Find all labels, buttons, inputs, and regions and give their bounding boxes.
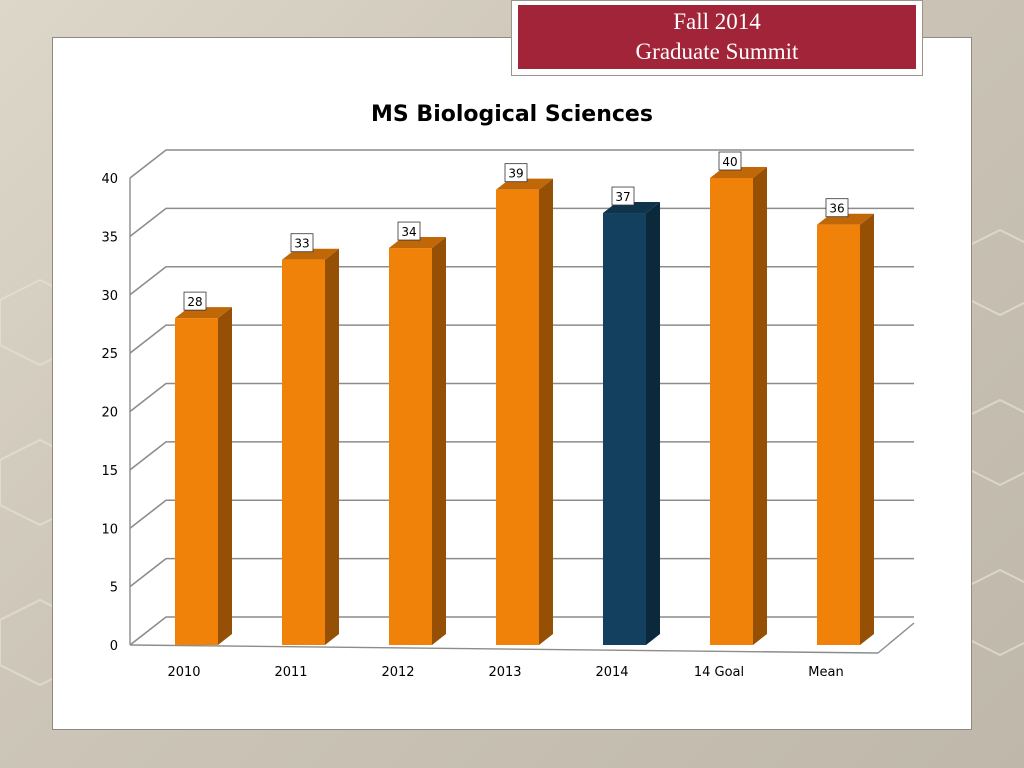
bar-14 Goal: [710, 178, 753, 645]
title-banner: Fall 2014 Graduate Summit: [511, 0, 923, 76]
gridline: [129, 441, 914, 471]
x-tick-label-Mean: Mean: [808, 665, 843, 680]
x-tick-label-14 Goal: 14 Goal: [694, 665, 744, 680]
gridline: [129, 265, 914, 296]
data-label-box: [718, 151, 742, 171]
x-tick-label-2014: 2014: [595, 665, 628, 680]
data-label-2012: 34: [401, 225, 416, 239]
bar-side-2014: [646, 202, 660, 645]
gridline: [129, 499, 914, 529]
bar-side-Mean: [860, 213, 874, 645]
banner-line-2: Graduate Summit: [635, 39, 799, 64]
bar-side-2011: [325, 248, 339, 645]
bar-side-2010: [218, 307, 232, 645]
gridline: [129, 207, 914, 238]
bar-side-14 Goal: [753, 167, 767, 645]
data-label-14 Goal: 40: [722, 155, 737, 169]
data-label-2013: 39: [508, 167, 523, 181]
title-banner-fill: Fall 2014 Graduate Summit: [518, 5, 916, 69]
floor-right-edge: [877, 622, 915, 654]
y-tick-label: 30: [101, 289, 118, 304]
chart-bars: [175, 167, 874, 646]
data-label-box: [504, 163, 528, 183]
gridline: [129, 324, 914, 354]
bar-2012: [389, 248, 432, 646]
y-tick-label: 40: [101, 172, 118, 187]
data-label-box: [397, 221, 421, 241]
data-label-box: [183, 291, 207, 311]
data-label-2011: 33: [294, 237, 309, 251]
data-label-box: [611, 186, 635, 206]
floor-edge: [129, 644, 879, 654]
bar-side-2013: [539, 178, 553, 646]
bar-side-2012: [432, 237, 446, 646]
data-label-Mean: 36: [829, 202, 844, 216]
gridline: [129, 149, 914, 179]
y-tick-label: 15: [101, 464, 118, 479]
chart-grid: [129, 149, 915, 654]
x-tick-label-2013: 2013: [488, 665, 521, 680]
bar-2013: [496, 189, 539, 646]
data-label-box: [290, 233, 314, 253]
x-tick-label-2010: 2010: [167, 665, 200, 680]
bar-Mean: [817, 224, 860, 645]
x-tick-label-2011: 2011: [274, 665, 307, 680]
data-label-2010: 28: [187, 295, 202, 309]
y-tick-label: 20: [101, 406, 118, 421]
y-tick-label: 0: [110, 639, 118, 654]
y-tick-label: 35: [101, 230, 118, 245]
y-tick-label: 10: [101, 522, 118, 537]
y-tick-label: 5: [110, 581, 118, 596]
gridline: [129, 382, 914, 413]
chart-labels: 0 5 10 15 20 25 30 35 40 28 2010 33 2011 34 2012 39 2013…: [101, 151, 849, 680]
data-label-box: [825, 198, 849, 218]
banner-line-1: Fall 2014: [673, 9, 761, 34]
gridline: [129, 616, 914, 646]
gridline: [129, 557, 914, 588]
data-label-2014: 37: [615, 190, 630, 204]
bar-2011: [282, 259, 325, 645]
chart-title: MS Biological Sciences: [371, 102, 653, 127]
bar-2010: [175, 318, 218, 645]
y-tick-label: 25: [101, 347, 118, 362]
bar-2014: [603, 213, 646, 645]
x-tick-label-2012: 2012: [381, 665, 414, 680]
